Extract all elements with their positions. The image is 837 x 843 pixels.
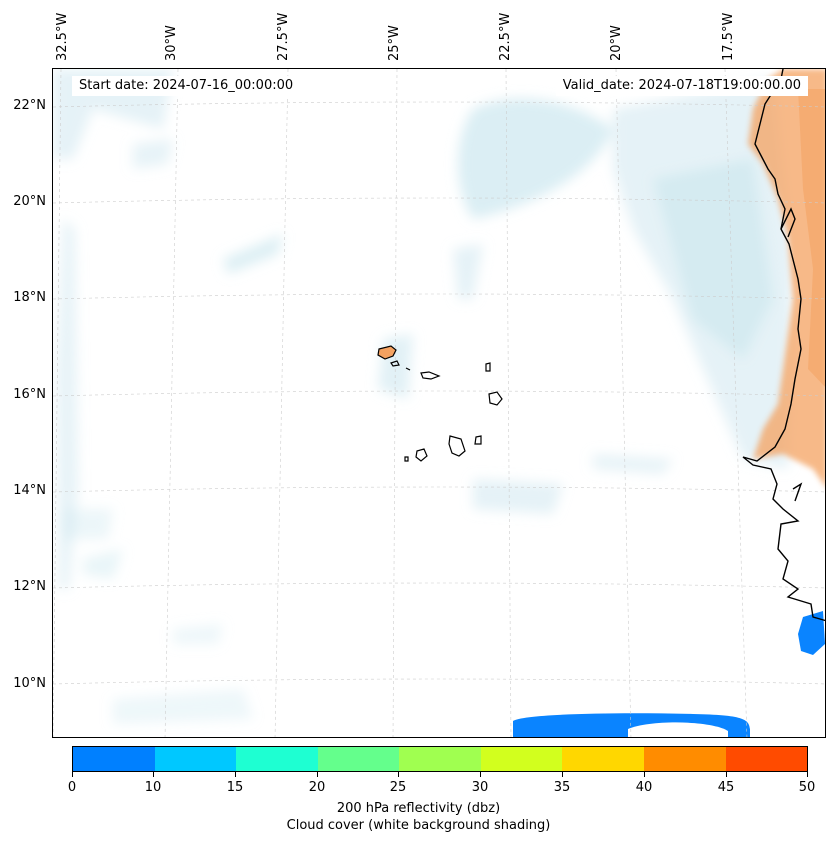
lon-label-25w: 25°W: [387, 25, 402, 61]
lat-label-20n: 20°N: [13, 194, 46, 209]
lon-label-20w: 20°W: [609, 25, 624, 61]
colorbar-segment-10-15: [154, 747, 237, 771]
lat-label-18n: 18°N: [13, 290, 46, 305]
start-date-label: Start date: 2024-07-16_00:00:00: [72, 76, 301, 96]
colorbar-segment-45-50: [725, 747, 808, 771]
colorbar-tick: [317, 772, 318, 777]
colorbar-segment-35-40: [562, 747, 644, 771]
colorbar-tick: [235, 772, 236, 777]
lat-label-10n: 10°N: [13, 676, 46, 691]
colorbar-tick-label: 45: [717, 780, 735, 795]
lat-label-22n: 22°N: [13, 98, 46, 113]
colorbar-segment-40-45: [643, 747, 726, 771]
colorbar-tick-label: 35: [553, 780, 571, 795]
colorbar-tick-label: 15: [226, 780, 244, 795]
lon-label-32-5w: 32.5°W: [55, 12, 70, 61]
colorbar-title: 200 hPa reflectivity (dbz): [336, 801, 501, 816]
colorbar-tick: [153, 772, 154, 777]
lon-label-27-5w: 27.5°W: [276, 12, 291, 61]
colorbar-tick: [562, 772, 563, 777]
colorbar-tick-label: 50: [798, 780, 816, 795]
land-shading: [748, 69, 825, 487]
colorbar-tick-label: 20: [308, 780, 326, 795]
colorbar-segment-25-30: [399, 747, 481, 771]
lat-label-16n: 16°N: [13, 387, 46, 402]
valid-date-label: Valid_date: 2024-07-18T19:00:00.00: [555, 76, 808, 96]
map-frame[interactable]: [52, 68, 826, 738]
cloud-cover-shading: [53, 69, 793, 724]
cape-verde-islands: [377, 345, 503, 462]
colorbar-segment-20-25: [317, 747, 400, 771]
colorbar-tick: [398, 772, 399, 777]
colorbar-tick-label: 30: [471, 780, 489, 795]
colorbar-segment-30-35: [480, 747, 563, 771]
reflectivity-patches: [513, 611, 825, 737]
colorbar-tick: [72, 772, 73, 777]
colorbar-tick: [644, 772, 645, 777]
lon-label-22-5w: 22.5°W: [498, 12, 513, 61]
colorbar-segment-0-10: [73, 747, 155, 771]
lon-label-17-5w: 17.5°W: [721, 12, 736, 61]
colorbar-tick: [807, 772, 808, 777]
colorbar-subtitle: Cloud cover (white background shading): [286, 818, 551, 833]
colorbar-segment-15-20: [236, 747, 318, 771]
colorbar-tick: [480, 772, 481, 777]
lat-label-14n: 14°N: [13, 483, 46, 498]
colorbar-tick-label: 0: [67, 780, 77, 795]
lon-label-30w: 30°W: [164, 25, 179, 61]
coastline: [742, 69, 825, 622]
colorbar-tick-label: 25: [389, 780, 407, 795]
colorbar-tick: [726, 772, 727, 777]
lat-label-12n: 12°N: [13, 579, 46, 594]
graticule: [53, 69, 825, 737]
colorbar-tick-label: 40: [635, 780, 653, 795]
colorbar: [72, 746, 808, 772]
colorbar-tick-label: 10: [144, 780, 162, 795]
map-canvas: [53, 69, 825, 737]
